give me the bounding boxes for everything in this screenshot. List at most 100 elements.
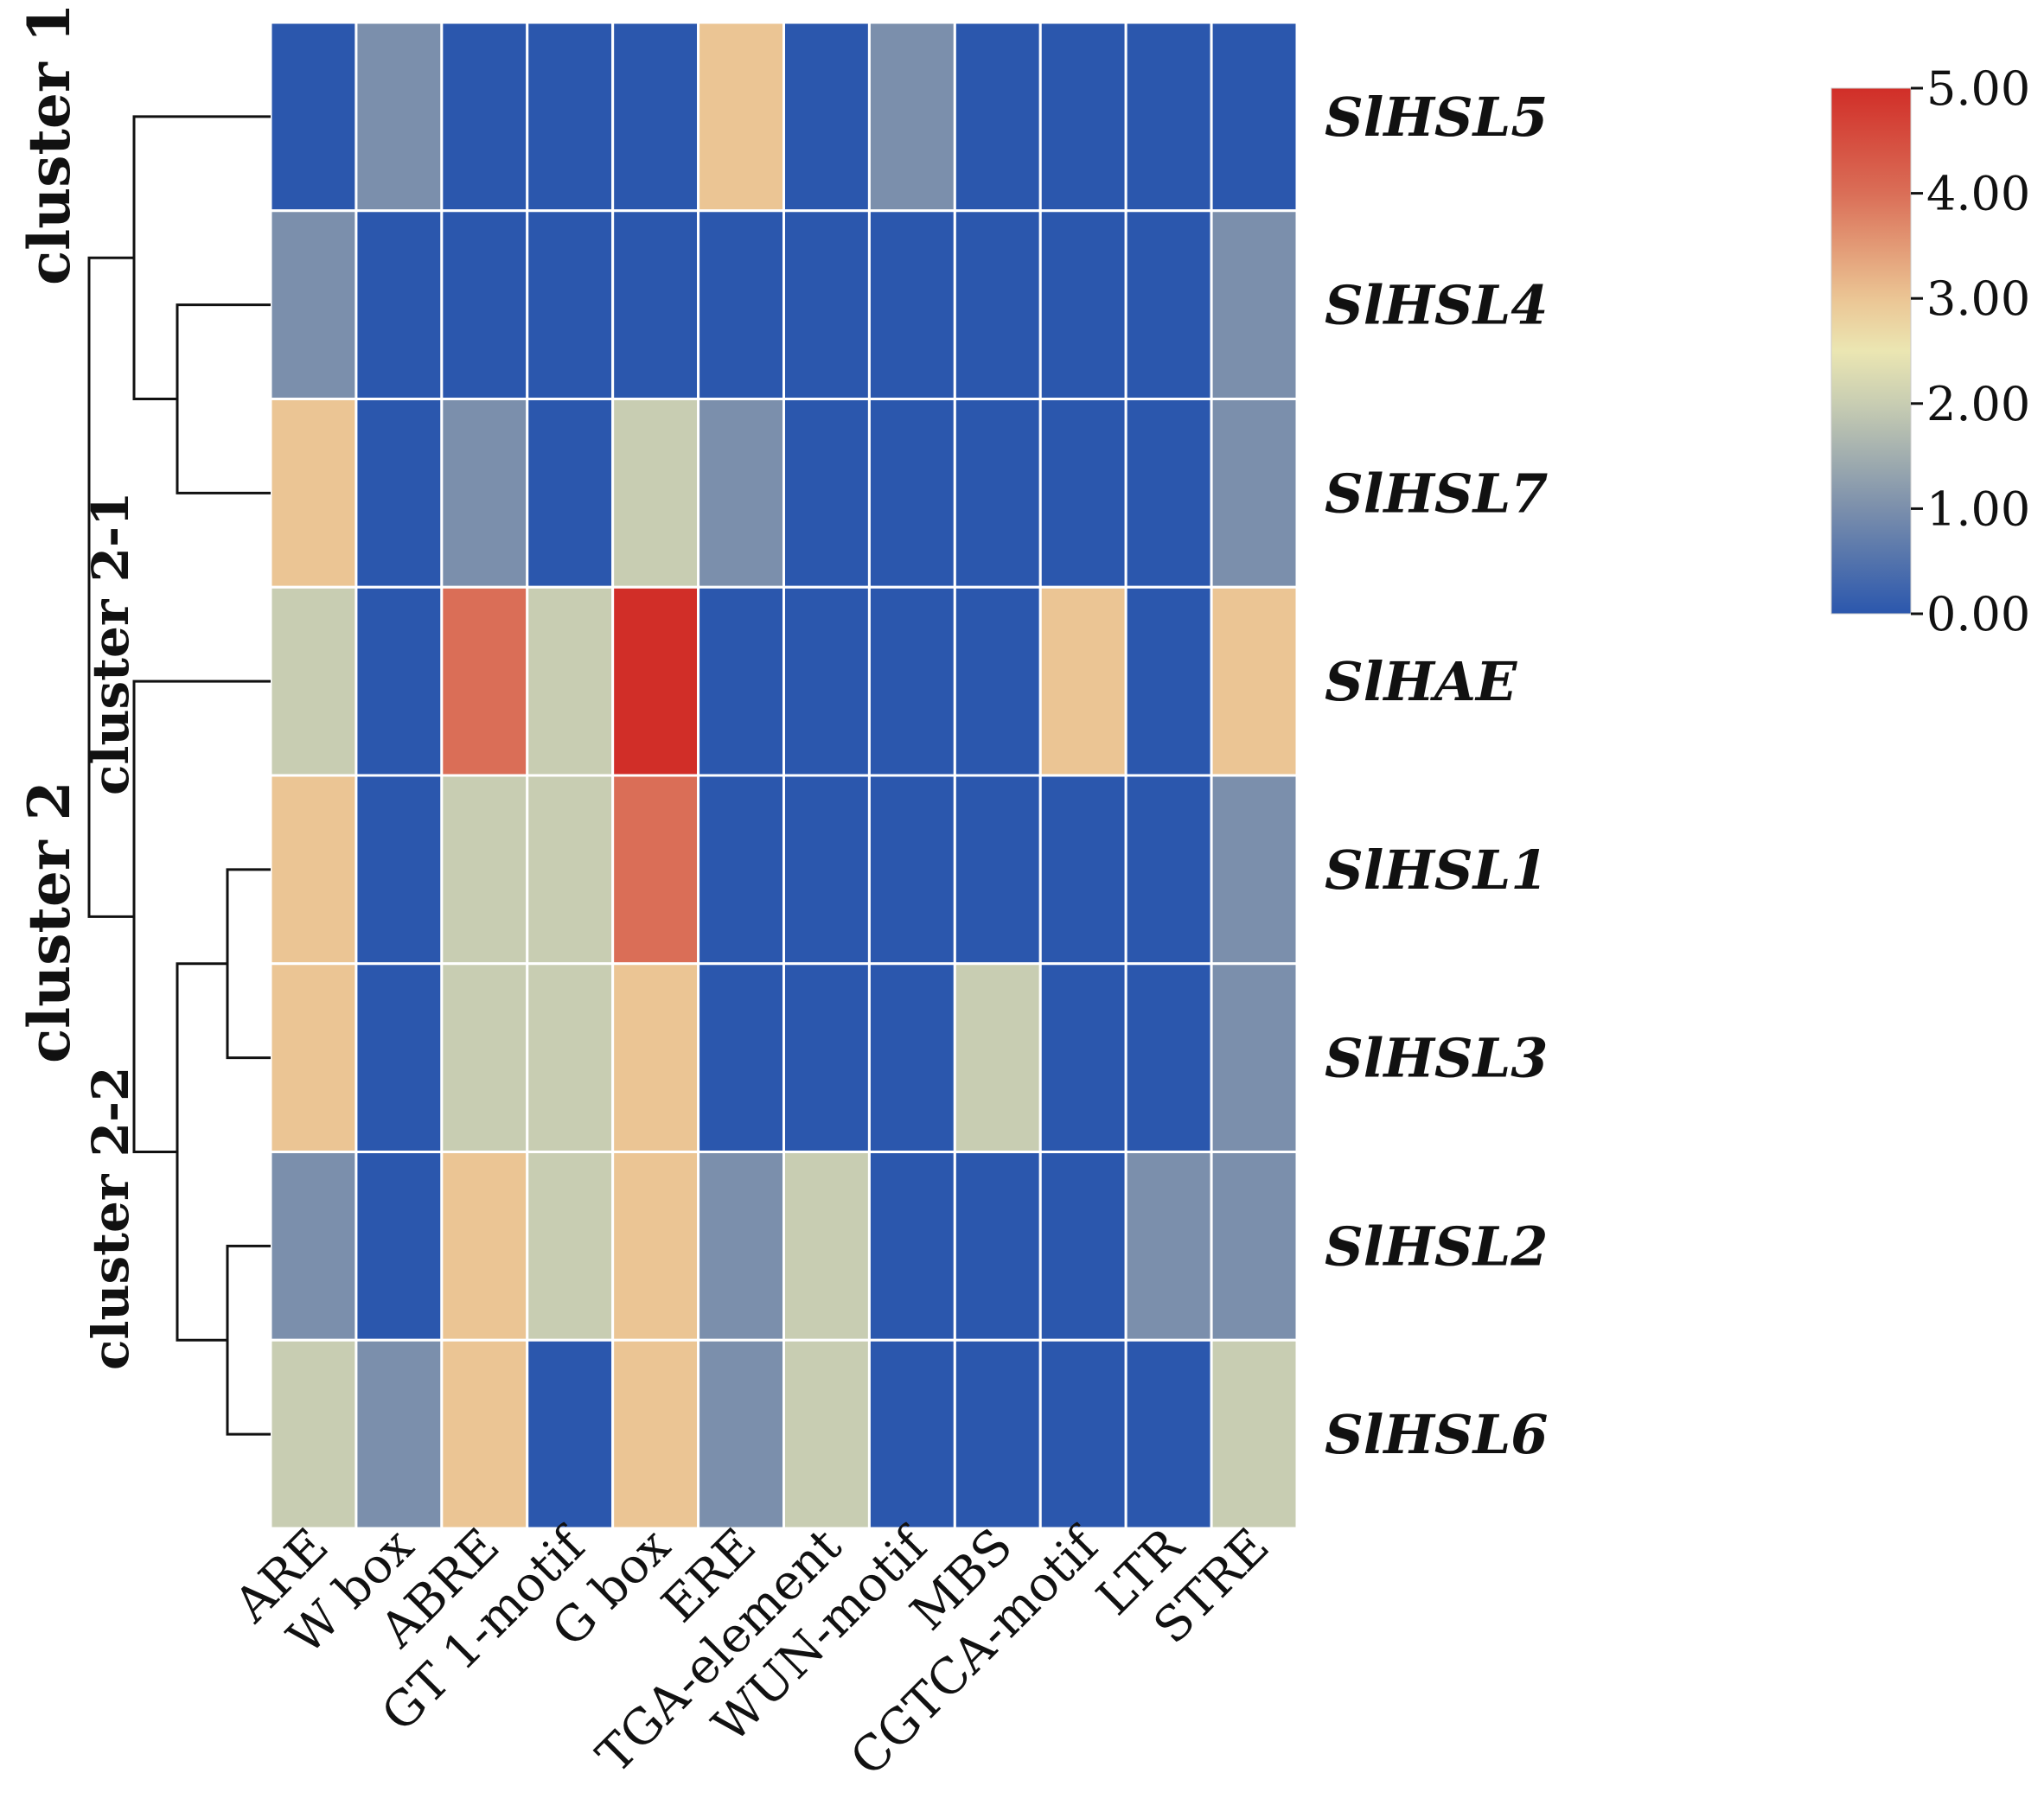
heatmap-cell (611, 962, 700, 1153)
heatmap-cell (782, 21, 871, 213)
heatmap-cell (611, 1151, 700, 1342)
heatmap-cell (697, 1151, 785, 1342)
heatmap-cell (1210, 398, 1299, 589)
heatmap-cell (1038, 1338, 1127, 1530)
heatmap-cell (611, 1338, 700, 1530)
heatmap-cell (526, 398, 615, 589)
row-label-slhsl6: SlHSL6 (1325, 1403, 1548, 1466)
heatmap-cell (1210, 21, 1299, 213)
heatmap-cell (1210, 774, 1299, 966)
heatmap-cell (867, 209, 956, 400)
heatmap-cell (611, 774, 700, 966)
heatmap-cell (1038, 21, 1127, 213)
heatmap-cell (526, 962, 615, 1153)
heatmap-cell (269, 1338, 358, 1530)
row-label-slhsl7: SlHSL7 (1325, 462, 1548, 525)
heatmap-cell (697, 209, 785, 400)
heatmap-cell (440, 774, 529, 966)
cluster-2-label: cluster 2 (16, 781, 83, 1063)
heatmap-cell (1124, 21, 1213, 213)
heatmap-cell (697, 21, 785, 213)
dendrogram-root (87, 256, 134, 918)
heatmap-cell (953, 962, 1042, 1153)
row-label-slhsl2: SlHSL2 (1325, 1215, 1548, 1278)
heatmap-cell (1210, 585, 1299, 777)
row-label-slhsl3: SlHSL3 (1325, 1027, 1548, 1090)
heatmap-cell (440, 398, 529, 589)
heatmap-cell (953, 1151, 1042, 1342)
heatmap-cell (1124, 774, 1213, 966)
heatmap-cell (1038, 398, 1127, 589)
heatmap-cell (1038, 209, 1127, 400)
heatmap-cell (1124, 398, 1213, 589)
row-label-slhae: SlHAE (1325, 650, 1517, 713)
cluster-1-label: cluster 1 (16, 3, 83, 285)
heatmap-cell (355, 962, 444, 1153)
cluster-2-2-label: cluster 2-2 (81, 1067, 140, 1370)
heatmap-cell (440, 1338, 529, 1530)
heatmap-cell (1124, 585, 1213, 777)
heatmap-cell (269, 398, 358, 589)
heatmap-cell (697, 1338, 785, 1530)
heatmap-cell (526, 209, 615, 400)
heatmap-cell (269, 21, 358, 213)
legend-tick-label: 2.00 (1926, 377, 2030, 431)
heatmap-cell (1210, 1338, 1299, 1530)
legend-tick-label: 5.00 (1926, 61, 2030, 116)
heatmap-cell (355, 398, 444, 589)
heatmap-cell (269, 962, 358, 1153)
heatmap-cell (953, 209, 1042, 400)
heatmap-cell (867, 21, 956, 213)
row-labels: SlHSL5 SlHSL4 SlHSL7 SlHAE SlHSL1 SlHSL3 SlHSL… (1325, 86, 1548, 1466)
heatmap-cell (953, 585, 1042, 777)
heatmap-cells (269, 21, 1299, 1530)
heatmap-cell (867, 1338, 956, 1530)
dendrogram-branch (226, 868, 271, 1060)
heatmap-cell (782, 1151, 871, 1342)
heatmap-cell (1038, 1151, 1127, 1342)
legend-tick-label: 4.00 (1926, 167, 2030, 221)
color-legend: 5.00 4.00 3.00 2.00 1.00 0.00 (1830, 61, 2030, 641)
heatmap-cell (526, 21, 615, 213)
heatmap-cell (867, 398, 956, 589)
heatmap-cell (1210, 1151, 1299, 1342)
heatmap-cell (611, 21, 700, 213)
heatmap-cell (953, 774, 1042, 966)
legend-ticks: 5.00 4.00 3.00 2.00 1.00 0.00 (1911, 61, 2030, 641)
heatmap-cell (355, 21, 444, 213)
dendrogram (87, 115, 271, 1436)
heatmap-cell (953, 398, 1042, 589)
heatmap-cell (611, 585, 700, 777)
heatmap-cell (269, 209, 358, 400)
heatmap-cell (782, 398, 871, 589)
heatmap-cell (355, 1151, 444, 1342)
heatmap-cell (1038, 585, 1127, 777)
dendrogram-branch (132, 115, 271, 400)
heatmap-cell (526, 774, 615, 966)
dendrogram-branch (176, 303, 271, 494)
heatmap-cell (1124, 209, 1213, 400)
heatmap-cell (1124, 1338, 1213, 1530)
heatmap-cell (697, 398, 785, 589)
heatmap-cell (355, 209, 444, 400)
heatmap-cell (782, 209, 871, 400)
heatmap-cell (1210, 962, 1299, 1153)
legend-colorbar (1830, 87, 1912, 615)
heatmap-cell (611, 209, 700, 400)
heatmap-cell (526, 585, 615, 777)
row-label-slhsl4: SlHSL4 (1325, 274, 1548, 337)
dendrogram-branch (226, 1244, 271, 1436)
legend-tick-label: 0.00 (1926, 587, 2030, 641)
heatmap-cell (1038, 962, 1127, 1153)
heatmap-cell (1210, 209, 1299, 400)
heatmap-cell (440, 585, 529, 777)
heatmap-cell (697, 962, 785, 1153)
dendrogram-branch (176, 962, 227, 1342)
heatmap-cell (867, 962, 956, 1153)
heatmap-cell (526, 1338, 615, 1530)
dendrogram-branch (132, 679, 271, 1153)
heatmap-cell (1124, 962, 1213, 1153)
heatmap-cell (269, 774, 358, 966)
